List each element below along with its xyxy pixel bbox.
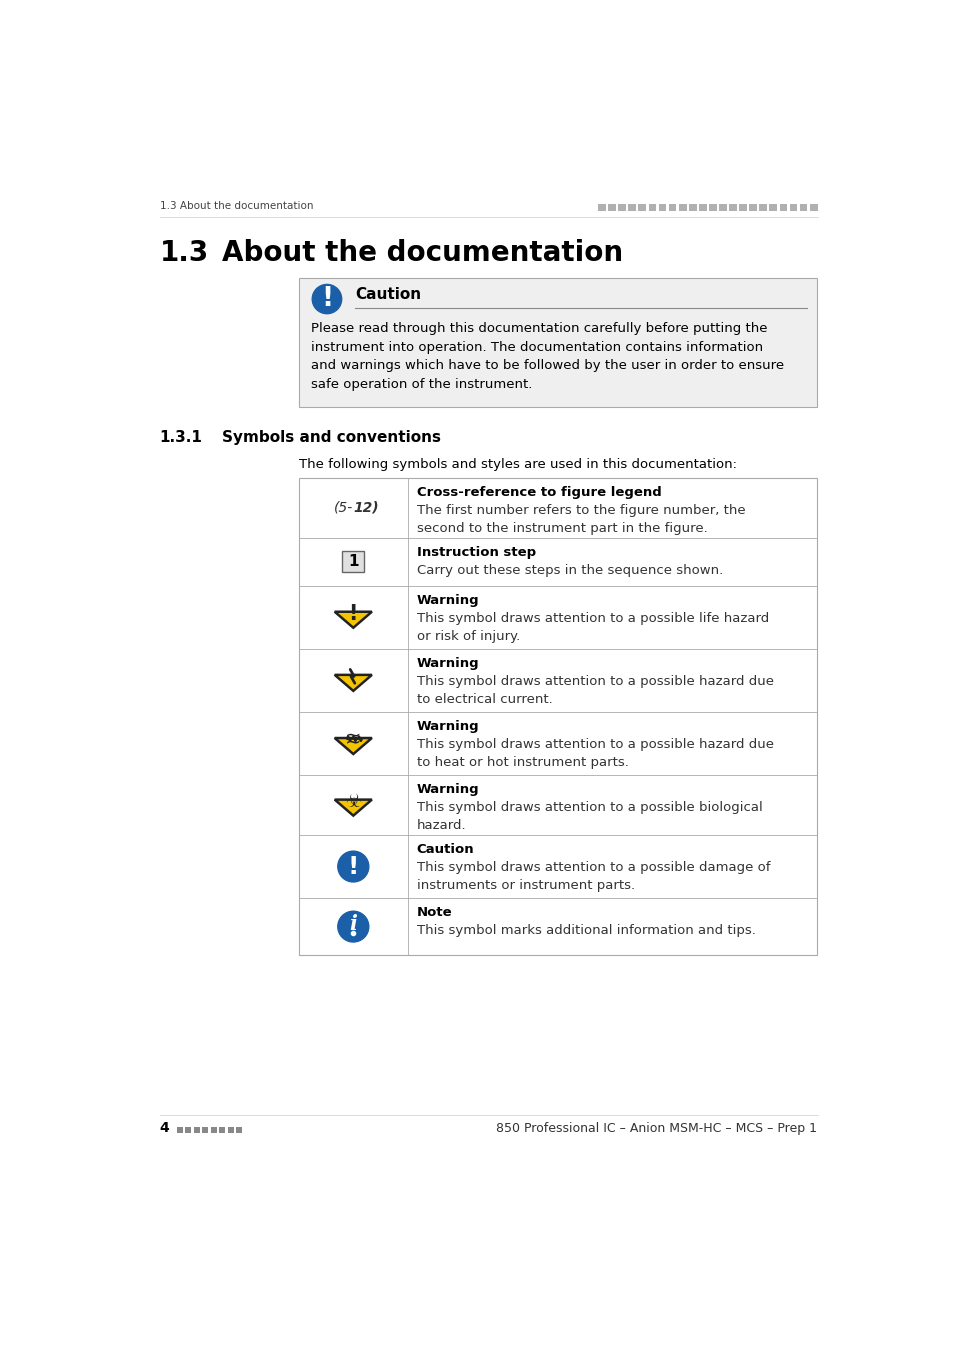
- Text: i: i: [349, 914, 356, 934]
- Text: Cross-reference to figure legend: Cross-reference to figure legend: [416, 486, 661, 500]
- Bar: [608, 204, 616, 212]
- Text: Caution: Caution: [416, 844, 474, 856]
- Bar: [668, 204, 676, 212]
- Text: 12): 12): [353, 501, 378, 514]
- Bar: [211, 1127, 216, 1133]
- Bar: [688, 204, 696, 212]
- Text: Symbols and conventions: Symbols and conventions: [221, 431, 440, 446]
- Circle shape: [337, 911, 369, 942]
- Text: This symbol draws attention to a possible life hazard
or risk of injury.: This symbol draws attention to a possibl…: [416, 612, 768, 643]
- Bar: [628, 204, 636, 212]
- Bar: [719, 204, 726, 212]
- Text: (5-: (5-: [334, 501, 353, 514]
- Bar: [648, 204, 656, 212]
- Text: Warning: Warning: [416, 656, 479, 670]
- Bar: [759, 204, 766, 212]
- Text: Carry out these steps in the sequence shown.: Carry out these steps in the sequence sh…: [416, 564, 722, 576]
- Polygon shape: [335, 799, 372, 815]
- Text: Warning: Warning: [416, 720, 479, 733]
- Text: Warning: Warning: [416, 783, 479, 796]
- Text: ☣: ☣: [345, 792, 361, 811]
- Polygon shape: [335, 675, 372, 691]
- Text: This symbol marks additional information and tips.: This symbol marks additional information…: [416, 925, 755, 937]
- Bar: [185, 1127, 192, 1133]
- Text: !: !: [348, 603, 357, 624]
- Bar: [658, 204, 666, 212]
- Text: Warning: Warning: [416, 594, 479, 606]
- FancyBboxPatch shape: [298, 278, 816, 406]
- Polygon shape: [335, 612, 372, 628]
- Text: Caution: Caution: [355, 288, 420, 302]
- Text: This symbol draws attention to a possible biological
hazard.: This symbol draws attention to a possibl…: [416, 801, 761, 832]
- Polygon shape: [335, 738, 372, 755]
- Bar: [789, 204, 797, 212]
- Bar: [598, 204, 605, 212]
- Text: 1.3 About the documentation: 1.3 About the documentation: [159, 201, 313, 211]
- Text: 850 Professional IC – Anion MSM-HC – MCS – Prep 1: 850 Professional IC – Anion MSM-HC – MCS…: [496, 1122, 816, 1135]
- Text: The first number refers to the figure number, the
second to the instrument part : The first number refers to the figure nu…: [416, 504, 744, 535]
- Bar: [728, 204, 736, 212]
- Bar: [779, 204, 786, 212]
- Text: Instruction step: Instruction step: [416, 545, 536, 559]
- Text: ≋: ≋: [345, 730, 361, 749]
- Bar: [708, 204, 716, 212]
- Text: The following symbols and styles are used in this documentation:: The following symbols and styles are use…: [298, 458, 737, 471]
- Text: !: !: [320, 286, 333, 312]
- Text: 1.3.1: 1.3.1: [159, 431, 202, 446]
- Bar: [809, 204, 817, 212]
- Text: 1.3: 1.3: [159, 239, 209, 267]
- Text: About the documentation: About the documentation: [221, 239, 622, 267]
- Text: Please read through this documentation carefully before putting the
instrument i: Please read through this documentation c…: [311, 323, 783, 390]
- Bar: [202, 1127, 208, 1133]
- Bar: [618, 204, 625, 212]
- Bar: [769, 204, 777, 212]
- Text: !: !: [347, 855, 358, 879]
- Bar: [638, 204, 645, 212]
- Bar: [236, 1127, 242, 1133]
- Bar: [298, 478, 816, 954]
- Bar: [748, 204, 757, 212]
- Bar: [739, 204, 746, 212]
- Bar: [193, 1127, 199, 1133]
- Bar: [228, 1127, 233, 1133]
- Text: This symbol draws attention to a possible damage of
instruments or instrument pa: This symbol draws attention to a possibl…: [416, 861, 769, 892]
- Bar: [679, 204, 686, 212]
- Text: This symbol draws attention to a possible hazard due
to heat or hot instrument p: This symbol draws attention to a possibl…: [416, 738, 773, 769]
- Circle shape: [337, 850, 369, 882]
- Bar: [342, 551, 364, 572]
- Bar: [176, 1127, 183, 1133]
- Bar: [219, 1127, 225, 1133]
- Text: 4: 4: [159, 1122, 169, 1135]
- Bar: [699, 204, 706, 212]
- Circle shape: [312, 285, 341, 313]
- Text: Note: Note: [416, 906, 452, 919]
- Bar: [799, 204, 806, 212]
- Text: This symbol draws attention to a possible hazard due
to electrical current.: This symbol draws attention to a possibl…: [416, 675, 773, 706]
- Text: 1: 1: [348, 554, 358, 570]
